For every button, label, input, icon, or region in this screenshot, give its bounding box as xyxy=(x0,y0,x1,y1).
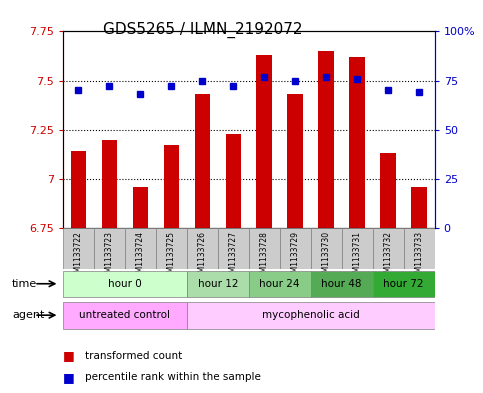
Text: percentile rank within the sample: percentile rank within the sample xyxy=(85,372,260,382)
Bar xyxy=(373,271,435,297)
Text: GSM1133726: GSM1133726 xyxy=(198,231,207,282)
Bar xyxy=(132,187,148,228)
Bar xyxy=(226,134,241,228)
Bar xyxy=(311,228,342,269)
Text: GSM1133730: GSM1133730 xyxy=(322,231,331,282)
Text: ■: ■ xyxy=(63,371,74,384)
Text: hour 48: hour 48 xyxy=(322,279,362,289)
Bar xyxy=(404,228,435,269)
Bar xyxy=(342,228,373,269)
Text: hour 12: hour 12 xyxy=(198,279,238,289)
Text: GSM1133728: GSM1133728 xyxy=(260,231,269,282)
Bar xyxy=(195,94,210,228)
Text: GSM1133723: GSM1133723 xyxy=(105,231,114,282)
Text: GSM1133731: GSM1133731 xyxy=(353,231,362,282)
Text: GSM1133725: GSM1133725 xyxy=(167,231,176,282)
Bar xyxy=(101,140,117,228)
Bar xyxy=(318,51,334,228)
Text: transformed count: transformed count xyxy=(85,351,182,361)
Text: hour 24: hour 24 xyxy=(259,279,300,289)
Bar xyxy=(280,228,311,269)
Bar xyxy=(164,145,179,228)
Text: GSM1133732: GSM1133732 xyxy=(384,231,393,282)
Bar xyxy=(381,153,396,228)
Text: mycophenolic acid: mycophenolic acid xyxy=(262,310,360,320)
Text: ■: ■ xyxy=(63,349,74,362)
Bar xyxy=(350,57,365,228)
Bar xyxy=(63,271,187,297)
Text: time: time xyxy=(12,279,37,289)
Text: agent: agent xyxy=(12,310,44,320)
Text: GDS5265 / ILMN_2192072: GDS5265 / ILMN_2192072 xyxy=(103,22,303,38)
Bar xyxy=(71,151,86,228)
Text: GSM1133724: GSM1133724 xyxy=(136,231,145,282)
Bar xyxy=(287,94,303,228)
Bar xyxy=(187,302,435,329)
Bar xyxy=(311,271,373,297)
Bar xyxy=(187,228,218,269)
Bar xyxy=(373,228,404,269)
Bar xyxy=(249,271,311,297)
Text: untreated control: untreated control xyxy=(79,310,170,320)
Bar xyxy=(249,228,280,269)
Text: GSM1133727: GSM1133727 xyxy=(229,231,238,282)
Bar xyxy=(412,187,427,228)
Text: hour 72: hour 72 xyxy=(384,279,424,289)
Bar xyxy=(63,302,187,329)
Bar xyxy=(94,228,125,269)
Bar xyxy=(63,228,94,269)
Bar xyxy=(125,228,156,269)
Text: hour 0: hour 0 xyxy=(108,279,142,289)
Text: GSM1133733: GSM1133733 xyxy=(415,231,424,282)
Bar xyxy=(187,271,249,297)
Bar xyxy=(218,228,249,269)
Bar xyxy=(256,55,272,228)
Bar xyxy=(156,228,187,269)
Text: GSM1133729: GSM1133729 xyxy=(291,231,300,282)
Text: GSM1133722: GSM1133722 xyxy=(74,231,83,282)
